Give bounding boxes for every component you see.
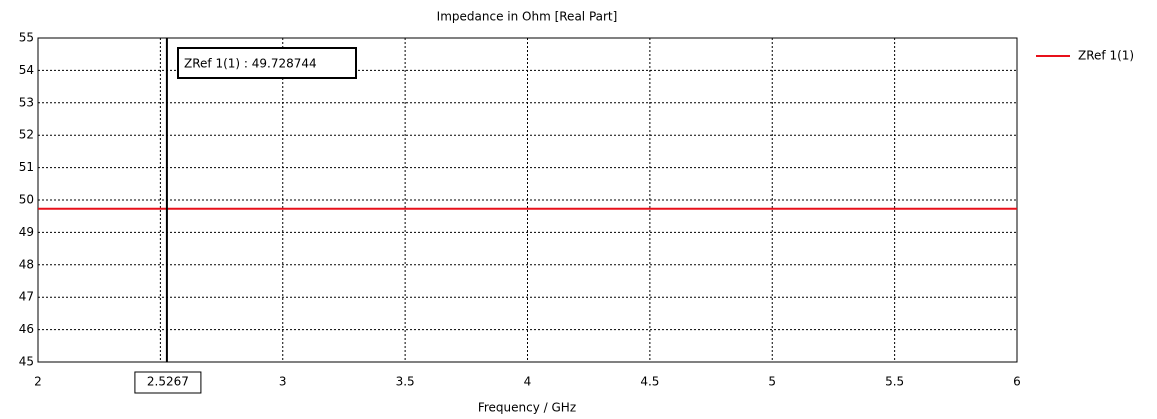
y-tick-label: 53 (19, 95, 34, 109)
y-tick-label: 52 (19, 128, 34, 142)
y-tick-label: 54 (19, 63, 34, 77)
legend-label: ZRef 1(1) (1078, 49, 1134, 63)
marker-label: ZRef 1(1) : 49.728744 (184, 57, 317, 71)
x-tick-label: 5.5 (885, 375, 904, 389)
x-tick-label: 3 (279, 375, 287, 389)
x-tick-label: 6 (1013, 375, 1021, 389)
x-axis-label: Frequency / GHz (478, 401, 576, 415)
marker-label-box (177, 47, 357, 79)
y-tick-label: 46 (19, 322, 34, 336)
marker-x-label: 2.5267 (147, 375, 189, 389)
y-tick-label: 55 (19, 31, 34, 45)
y-tick-label: 48 (19, 257, 34, 271)
x-tick-label: 4.5 (640, 375, 659, 389)
x-tick-label: 4 (524, 375, 532, 389)
y-tick-label: 51 (19, 160, 34, 174)
x-tick-label: 2 (34, 375, 42, 389)
marker-x-box (134, 371, 202, 394)
y-tick-label: 45 (19, 355, 34, 369)
x-tick-label: 3.5 (396, 375, 415, 389)
x-tick-label: 5 (768, 375, 776, 389)
y-tick-label: 50 (19, 193, 34, 207)
y-tick-label: 47 (19, 290, 34, 304)
chart-title: Impedance in Ohm [Real Part] (437, 10, 618, 24)
y-tick-label: 49 (19, 225, 34, 239)
